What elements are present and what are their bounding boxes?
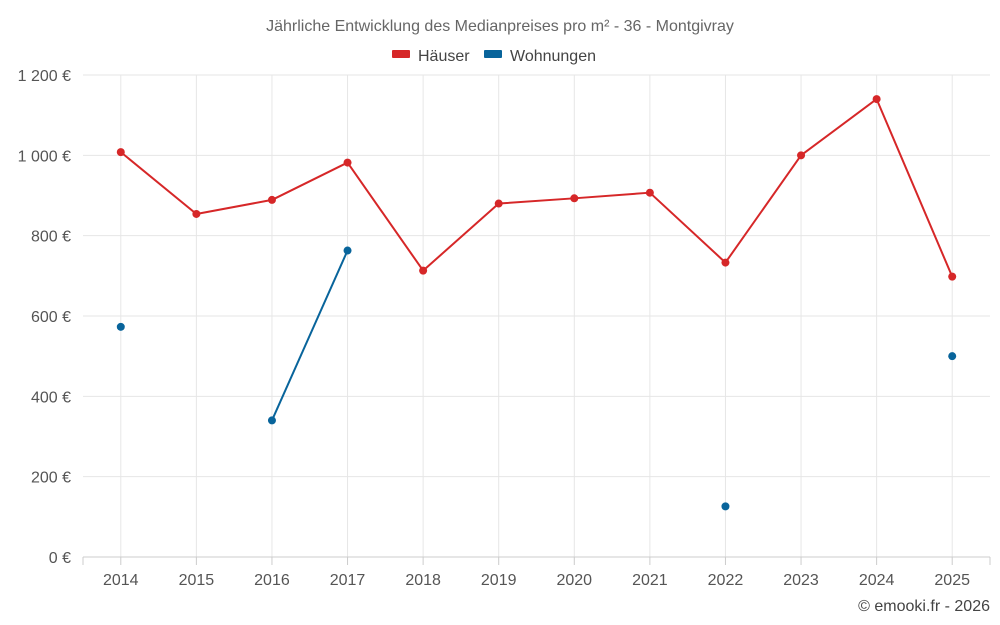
legend-label-wohnungen: Wohnungen [510, 48, 596, 65]
y-tick-label: 400 € [31, 389, 71, 406]
y-tick-label: 0 € [49, 550, 71, 567]
x-tick-label: 2023 [783, 572, 819, 589]
data-point[interactable] [872, 95, 881, 104]
x-tick-label: 2021 [632, 572, 668, 589]
legend-item-wohnungen[interactable]: Wohnungen [484, 48, 596, 65]
grid [83, 74, 990, 558]
legend-swatch-haeuser [392, 50, 410, 58]
data-point[interactable] [645, 188, 654, 197]
credit-text: © emooki.fr - 2026 [858, 598, 990, 615]
y-tick-label: 200 € [31, 470, 71, 487]
data-point[interactable] [343, 246, 352, 255]
x-tick-label: 2015 [179, 572, 215, 589]
x-tick-label: 2016 [254, 572, 290, 589]
y-tick-label: 600 € [31, 309, 71, 326]
data-point[interactable] [494, 199, 503, 208]
legend-label-haeuser: Häuser [418, 48, 470, 65]
data-point[interactable] [948, 272, 957, 281]
data-point[interactable] [116, 148, 125, 157]
x-tick-label: 2014 [103, 572, 139, 589]
axes: 0 € 200 € 400 € 600 € 800 € 1 000 € 1 200 € 201… [18, 68, 991, 589]
series [116, 95, 957, 511]
data-point[interactable] [570, 194, 579, 203]
x-tick-label: 2022 [708, 572, 744, 589]
x-tick-label: 2017 [330, 572, 366, 589]
series-häuser [116, 95, 957, 281]
y-tick-label: 1 000 € [18, 148, 71, 165]
x-tick-label: 2024 [859, 572, 895, 589]
x-tick-label: 2020 [556, 572, 592, 589]
data-point[interactable] [116, 322, 125, 331]
data-point[interactable] [267, 416, 276, 425]
series-line [120, 98, 954, 278]
series-wohnungen [116, 246, 957, 511]
x-tick-label: 2019 [481, 572, 517, 589]
data-point[interactable] [948, 352, 957, 361]
data-point[interactable] [192, 209, 201, 218]
data-point[interactable] [267, 195, 276, 204]
x-tick-label: 2018 [405, 572, 441, 589]
legend-swatch-wohnungen [484, 50, 502, 58]
chart-title: Jährliche Entwicklung des Medianpreises … [266, 18, 734, 35]
x-tick-label: 2025 [934, 572, 970, 589]
y-tick-label: 1 200 € [18, 68, 71, 85]
data-point[interactable] [721, 502, 730, 511]
legend: Häuser Wohnungen [392, 48, 596, 65]
data-point[interactable] [797, 151, 806, 160]
y-tick-label: 800 € [31, 229, 71, 246]
data-point[interactable] [419, 266, 428, 275]
series-line [271, 250, 349, 421]
legend-item-haeuser[interactable]: Häuser [392, 48, 470, 65]
data-point[interactable] [343, 158, 352, 167]
data-point[interactable] [721, 258, 730, 267]
